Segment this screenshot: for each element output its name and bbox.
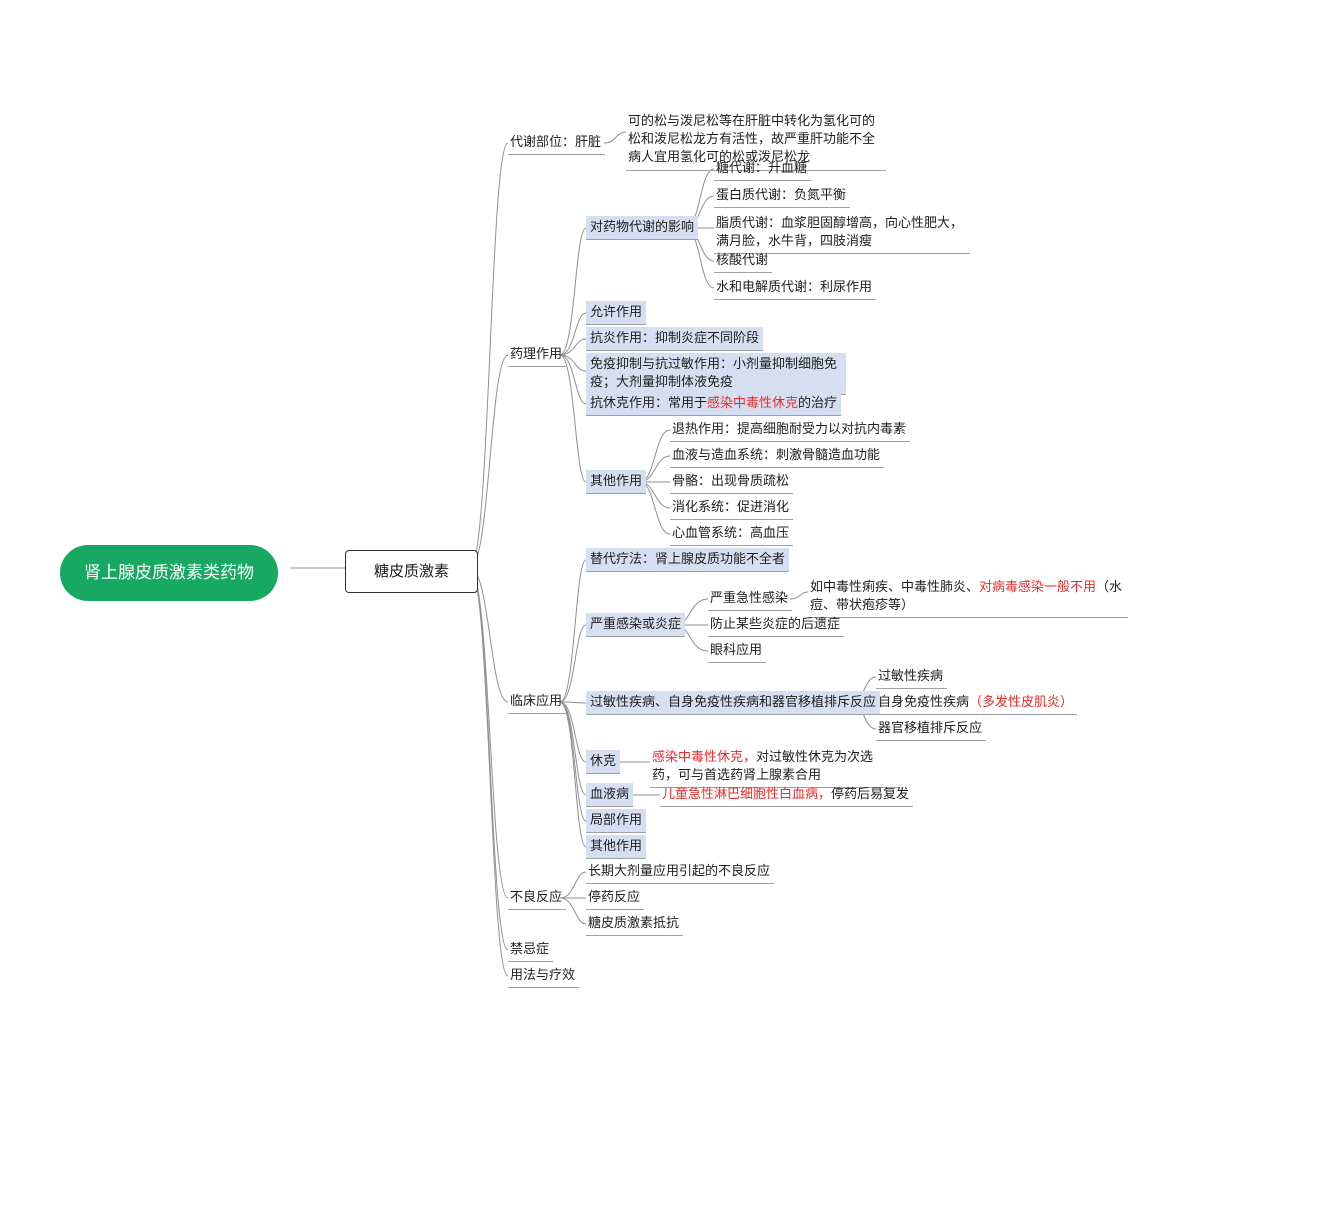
other-item-0: 退热作用：提高细胞耐受力以对抗内毒素 <box>670 418 910 442</box>
other-item-4: 心血管系统：高血压 <box>670 522 793 546</box>
branch-usage[interactable]: 用法与疗效 <box>508 964 579 988</box>
clin-other[interactable]: 其他作用 <box>586 835 646 859</box>
inf-acute-detail: 如中毒性痢疾、中毒性肺炎、对病毒感染一般不用（水痘、带状疱疹等） <box>808 576 1128 618</box>
anti-shock-pre: 抗休克作用：常用于 <box>590 395 707 410</box>
allergy-a1: 过敏性疾病 <box>876 665 947 689</box>
inf-acute[interactable]: 严重急性感染 <box>708 587 792 611</box>
clin-blood[interactable]: 血液病 <box>586 783 633 807</box>
other-item-2: 骨骼：出现骨质疏松 <box>670 470 793 494</box>
root-node[interactable]: 肾上腺皮质激素类药物 <box>60 545 278 601</box>
metab-item-1: 蛋白质代谢：负氮平衡 <box>714 184 850 208</box>
pharm-immuno[interactable]: 免疫抑制与抗过敏作用：小剂量抑制细胞免疫；大剂量抑制体液免疫 <box>586 353 846 395</box>
anti-shock-post: 的治疗 <box>798 395 837 410</box>
allergy-a3: 器官移植排斥反应 <box>876 717 986 741</box>
inf-acute-pre: 如中毒性痢疾、中毒性肺炎、 <box>810 579 979 594</box>
blood-detail: 儿童急性淋巴细胞性白血病，停药后易复发 <box>660 783 913 807</box>
anti-shock-red: 感染中毒性休克 <box>707 395 798 410</box>
metab-item-0: 糖代谢：升血糖 <box>714 157 811 181</box>
inf-eye: 眼科应用 <box>708 639 766 663</box>
root-label: 肾上腺皮质激素类药物 <box>84 563 254 582</box>
connectors-svg <box>0 0 1338 1224</box>
adverse-0: 长期大剂量应用引起的不良反应 <box>586 860 774 884</box>
pharm-anti-inflam[interactable]: 抗炎作用：抑制炎症不同阶段 <box>586 327 763 351</box>
pharm-metab-effect[interactable]: 对药物代谢的影响 <box>586 216 698 240</box>
allergy-a2-pre: 自身免疫性疾病 <box>878 694 969 709</box>
metab-item-4: 水和电解质代谢：利尿作用 <box>714 276 876 300</box>
branch-pharmacology[interactable]: 药理作用 <box>508 343 566 367</box>
allergy-a2-red: （多发性皮肌炎） <box>969 694 1073 709</box>
clin-replacement[interactable]: 替代疗法：肾上腺皮质功能不全者 <box>586 548 789 572</box>
level2-node[interactable]: 糖皮质激素 <box>345 550 478 593</box>
branch-metabolism[interactable]: 代谢部位：肝脏 <box>508 131 605 155</box>
other-item-1: 血液与造血系统：刺激骨髓造血功能 <box>670 444 884 468</box>
clin-infection[interactable]: 严重感染或炎症 <box>586 613 685 637</box>
allergy-a2: 自身免疫性疾病（多发性皮肌炎） <box>876 691 1077 715</box>
pharm-permit[interactable]: 允许作用 <box>586 301 646 325</box>
other-item-3: 消化系统：促进消化 <box>670 496 793 520</box>
shock-red: 感染中毒性休克， <box>652 749 756 764</box>
metab-item-3: 核酸代谢 <box>714 249 772 273</box>
pharm-anti-shock[interactable]: 抗休克作用：常用于感染中毒性休克的治疗 <box>586 392 841 416</box>
clin-shock[interactable]: 休克 <box>586 750 620 774</box>
adverse-1: 停药反应 <box>586 886 644 910</box>
pharm-other[interactable]: 其他作用 <box>586 470 646 494</box>
branch-adverse[interactable]: 不良反应 <box>508 886 566 910</box>
blood-post: 停药后易复发 <box>831 786 909 801</box>
branch-clinical[interactable]: 临床应用 <box>508 690 566 714</box>
blood-red: 儿童急性淋巴细胞性白血病， <box>662 786 831 801</box>
adverse-2: 糖皮质激素抵抗 <box>586 912 683 936</box>
level2-label: 糖皮质激素 <box>374 563 449 580</box>
branch-contra[interactable]: 禁忌症 <box>508 938 553 962</box>
inf-acute-red: 对病毒感染一般不用 <box>979 579 1096 594</box>
inf-prevent: 防止某些炎症的后遗症 <box>708 613 844 637</box>
clin-local[interactable]: 局部作用 <box>586 809 646 833</box>
clin-allergy[interactable]: 过敏性疾病、自身免疫性疾病和器官移植排斥反应 <box>586 691 880 715</box>
